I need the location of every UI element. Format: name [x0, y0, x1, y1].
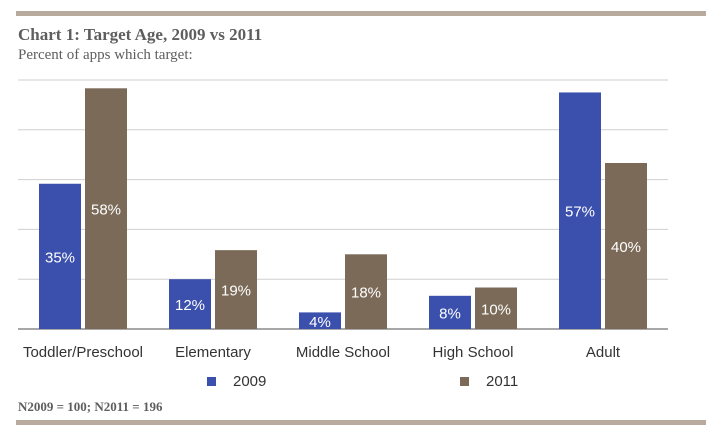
bar-2011-adult	[605, 163, 647, 329]
bars	[39, 88, 647, 329]
bar-data-label: 40%	[611, 239, 641, 256]
legend: 2009 2011	[207, 373, 518, 390]
bottom-rule	[16, 420, 706, 425]
bar-2009-adult	[559, 92, 601, 329]
chart-title: Chart 1: Target Age, 2009 vs 2011	[18, 25, 263, 44]
bar-data-label: 12%	[175, 297, 205, 314]
category-label: High School	[433, 344, 514, 361]
legend-label: 2009	[233, 373, 266, 390]
top-rule	[16, 11, 706, 16]
bar-2011-middle-school	[345, 254, 387, 329]
bar-2009-high-school	[429, 295, 471, 329]
bar-data-label: 58%	[91, 202, 121, 219]
bar-data-label: 10%	[481, 301, 511, 318]
bar-2009-middle-school	[299, 312, 341, 329]
bar-data-label: 57%	[565, 204, 595, 221]
legend-label: 2011	[486, 373, 518, 390]
bar-data-label: 8%	[439, 305, 461, 322]
bar-data-label: 18%	[351, 285, 381, 302]
chart-subtitle: Percent of apps which target:	[18, 47, 193, 63]
bar-2011-toddler-preschool	[85, 88, 127, 329]
bar-data-label: 19%	[221, 283, 251, 300]
category-label: Adult	[586, 344, 621, 361]
category-labels: Toddler/Preschool Elementary Middle School…	[23, 344, 621, 361]
footnote: N2009 = 100; N2011 = 196	[18, 399, 163, 414]
category-label: Toddler/Preschool	[23, 344, 143, 361]
bar-2011-high-school	[475, 287, 517, 329]
bar-data-label: 35%	[45, 249, 75, 266]
bar-2009-toddler-preschool	[39, 183, 81, 329]
legend-swatch	[207, 377, 216, 386]
category-label: Middle School	[296, 344, 390, 361]
legend-swatch	[460, 377, 469, 386]
bar-2011-elementary	[215, 250, 257, 329]
bar-2009-elementary	[169, 279, 211, 329]
bar-data-label: 4%	[309, 314, 331, 331]
category-label: Elementary	[175, 344, 251, 361]
bar-labels: 35% 58% 12% 19% 4% 18% 8% 10% 57% 40%	[45, 202, 641, 331]
